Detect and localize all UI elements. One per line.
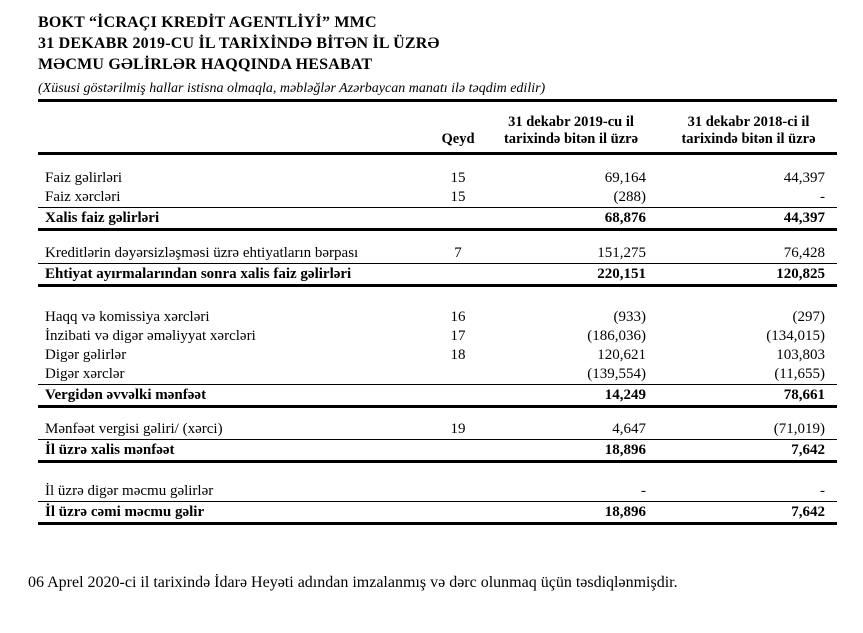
statement-name-title: MƏCMU GƏLİRLƏR HAQQINDA HESABAT — [38, 56, 373, 73]
income-statement-table: Qeyd 31 dekabr 2019-cu il tarixində bitə… — [38, 102, 837, 525]
spacer-row — [38, 286, 837, 308]
row-value-2019: - — [494, 481, 666, 502]
row-note — [422, 439, 494, 463]
row-value-2018: 103,803 — [776, 346, 825, 363]
row-value-2018: 7,642 — [666, 439, 837, 463]
row-note: 19 — [422, 420, 494, 440]
year-2019-header-line1: 31 dekabr 2019-cu il — [508, 114, 634, 130]
row-label: Faiz xərcləri — [38, 187, 422, 208]
row-note: 15 — [422, 187, 494, 208]
row-value-2018: (71,019) — [666, 420, 837, 440]
row-haqq-ve-komissiya: Haqq və komissiya xərcləri 16 (933) (297… — [38, 308, 837, 327]
row-il-uzre-cemi-mecmu-gelir: İl üzrə cəmi məcmu gəlir 18,896 7,642 — [38, 501, 837, 525]
row-label: İl üzrə xalis mənfəət — [38, 439, 422, 463]
row-vergiden-evvelki-menfeet: Vergidən əvvəlki mənfəət 14,249 78,661 — [38, 384, 837, 408]
label-column-header — [38, 102, 422, 155]
row-value-2018: 44,397 — [666, 207, 837, 231]
row-faiz-xercleri: Faiz xərcləri 15 (288) - — [38, 187, 837, 208]
row-label: İl üzrə digər məcmu gəlirlər — [38, 481, 422, 502]
row-value-2018: 7,642 — [666, 501, 837, 525]
row-note: 17 — [450, 327, 466, 344]
row-note — [422, 207, 494, 231]
row-value-2018: - — [666, 481, 837, 502]
row-note — [422, 501, 494, 525]
statement-content: BOKT “İCRAÇI KREDİT AGENTLİYİ” MMC 31 DE… — [28, 12, 837, 592]
row-label: Faiz gəlirləri — [45, 169, 123, 186]
row-value-2018: (297) — [792, 308, 826, 325]
statement-period-title: 31 DEKABR 2019-CU İL TARİXİNDƏ BİTƏN İL … — [38, 35, 440, 52]
row-value-2019: 220,151 — [494, 263, 666, 287]
row-value-2019: 68,876 — [494, 207, 666, 231]
row-ehtiyat-ayirmalarindan-sonra: Ehtiyat ayırmalarından sonra xalis faiz … — [38, 263, 837, 287]
approval-note: 06 Aprel 2020-ci il tarixində İdarə Heyə… — [28, 573, 678, 591]
row-note: 16 — [450, 308, 466, 325]
row-menfeet-vergisi: Mənfəət vergisi gəliri/ (xərci) 19 4,647… — [38, 420, 837, 440]
row-value-2019: 69,164 — [604, 169, 646, 186]
year-2018-column-header: 31 dekabr 2018-ci il tarixində bitən il … — [666, 102, 837, 155]
row-label: Kreditlərin dəyərsizləşməsi üzrə ehtiyat… — [38, 244, 422, 264]
row-inzibati-ve-diger: İnzibati və digər əməliyyat xərcləri 17 … — [38, 327, 837, 346]
year-2018-header-line2: tarixində bitən il üzrə — [681, 131, 816, 147]
row-value-2019: (139,554) — [494, 364, 666, 385]
row-label: Mənfəət vergisi gəliri/ (xərci) — [38, 420, 422, 440]
row-il-uzre-xalis-menfeet: İl üzrə xalis mənfəət 18,896 7,642 — [38, 439, 837, 463]
header-rule — [38, 99, 837, 102]
table-header-row: Qeyd 31 dekabr 2019-cu il tarixində bitə… — [38, 102, 837, 155]
row-value-2018: (11,655) — [666, 364, 837, 385]
row-label: Vergidən əvvəlki mənfəət — [38, 384, 422, 408]
row-label: İnzibati və digər əməliyyat xərcləri — [45, 327, 256, 344]
row-xalis-faiz-gelirleri: Xalis faiz gəlirləri 68,876 44,397 — [38, 207, 837, 231]
spacer-row — [38, 462, 837, 482]
row-diger-gelirler: Digər gəlirlər 18 120,621 103,803 — [38, 346, 837, 365]
row-value-2019: (186,036) — [587, 327, 646, 344]
row-value-2018: - — [666, 187, 837, 208]
row-value-2018: 78,661 — [666, 384, 837, 408]
row-label: İl üzrə cəmi məcmu gəlir — [38, 501, 422, 525]
row-value-2019: 14,249 — [494, 384, 666, 408]
row-value-2019: 151,275 — [494, 244, 666, 264]
company-title: BOKT “İCRAÇI KREDİT AGENTLİYİ” MMC — [38, 14, 377, 31]
note-column-header: Qeyd — [422, 102, 494, 155]
row-value-2019: (288) — [494, 187, 666, 208]
row-value-2018: 76,428 — [666, 244, 837, 264]
row-label: Xalis faiz gəlirləri — [38, 207, 422, 231]
row-value-2018: 44,397 — [783, 169, 825, 186]
row-note — [422, 263, 494, 287]
row-note: 15 — [450, 169, 466, 186]
year-2019-column-header: 31 dekabr 2019-cu il tarixində bitən il … — [494, 102, 666, 155]
currency-note: (Xüsusi göstərilmiş hallar istisna olmaq… — [38, 81, 546, 96]
row-note — [422, 364, 494, 385]
row-value-2019: 4,647 — [494, 420, 666, 440]
row-note: 7 — [422, 244, 494, 264]
row-label: Ehtiyat ayırmalarından sonra xalis faiz … — [38, 263, 422, 287]
spacer-row — [38, 154, 837, 169]
row-value-2019: 18,896 — [494, 439, 666, 463]
row-value-2019: (933) — [613, 308, 647, 325]
row-label: Digər xərclər — [38, 364, 422, 385]
row-value-2018: 120,825 — [666, 263, 837, 287]
row-label: Digər gəlirlər — [45, 346, 127, 363]
row-note — [422, 481, 494, 502]
year-2019-header-line2: tarixində bitən il üzrə — [503, 131, 639, 147]
row-value-2018: (134,015) — [766, 327, 825, 344]
year-2018-header-line1: 31 dekabr 2018-ci il — [687, 114, 810, 130]
spacer-row — [38, 406, 837, 420]
row-faiz-gelirleri: Faiz gəlirləri 15 69,164 44,397 — [38, 169, 837, 188]
row-value-2019: 120,621 — [597, 346, 646, 363]
row-kreditlerin-deyersizlesmesi: Kreditlərin dəyərsizləşməsi üzrə ehtiyat… — [38, 244, 837, 264]
row-note — [422, 384, 494, 408]
row-value-2019: 18,896 — [494, 501, 666, 525]
row-diger-xercler: Digər xərclər (139,554) (11,655) — [38, 364, 837, 385]
row-il-uzre-diger-mecmu-gelirler: İl üzrə digər məcmu gəlirlər - - — [38, 481, 837, 502]
spacer-row — [38, 229, 837, 244]
row-label: Haqq və komissiya xərcləri — [45, 308, 210, 325]
row-note: 18 — [450, 346, 466, 363]
